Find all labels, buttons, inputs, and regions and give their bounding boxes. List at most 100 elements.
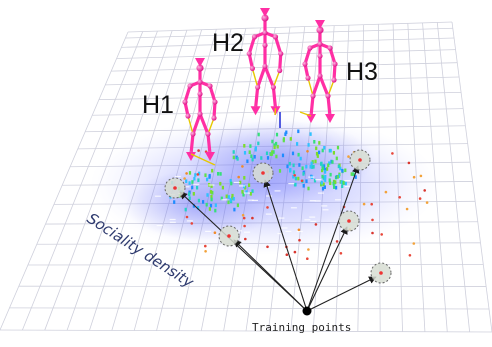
- sample-point: [391, 152, 394, 155]
- density-marker: [324, 167, 327, 172]
- pink-sphere-icon: [251, 34, 258, 40]
- density-marker: [315, 146, 318, 151]
- density-marker: [233, 207, 236, 212]
- density-highlight: [169, 218, 176, 221]
- density-highlight: [244, 192, 250, 194]
- density-marker: [312, 165, 315, 169]
- label-h2: H2: [212, 29, 244, 57]
- sample-point: [362, 202, 366, 206]
- skeleton-bone: [206, 132, 212, 156]
- skeleton-link: [190, 153, 216, 166]
- figure-h1: [182, 58, 218, 161]
- sample-point: [185, 172, 188, 175]
- density-marker: [269, 152, 272, 156]
- grid-line: [98, 91, 462, 101]
- sample-point: [204, 244, 207, 248]
- sample-point: [213, 231, 217, 234]
- density-marker: [214, 208, 217, 213]
- label-h1: H1: [142, 91, 174, 119]
- density-marker: [321, 186, 325, 191]
- skeleton-link: [307, 77, 314, 97]
- density-highlight: [193, 183, 200, 185]
- skeleton-link: [187, 115, 194, 135]
- density-highlight: [239, 185, 245, 187]
- density-marker: [340, 180, 343, 184]
- density-marker: [344, 181, 347, 186]
- skeleton-link: [251, 68, 259, 88]
- density-marker: [292, 163, 295, 168]
- sample-point: [335, 240, 339, 243]
- density-highlight: [322, 209, 329, 211]
- density-highlight: [278, 217, 285, 219]
- pink-sphere-icon: [317, 41, 323, 47]
- sample-point: [398, 196, 402, 199]
- density-highlight: [186, 220, 193, 222]
- density-marker: [324, 175, 327, 179]
- density-highlight: [235, 230, 242, 232]
- density-highlight: [310, 220, 317, 222]
- density-marker: [196, 185, 199, 190]
- sample-point: [405, 207, 409, 211]
- skeleton-bone: [332, 62, 337, 82]
- density-marker: [229, 179, 232, 183]
- density-marker: [275, 154, 278, 159]
- pink-cone-icon: [260, 8, 270, 17]
- density-marker: [313, 178, 317, 183]
- sample-point: [419, 174, 423, 178]
- sample-point: [418, 197, 422, 200]
- density-marker: [265, 151, 269, 156]
- density-highlight: [156, 225, 163, 227]
- density-highlight: [252, 199, 258, 201]
- density-marker: [324, 178, 327, 182]
- density-marker: [309, 165, 312, 169]
- pink-cone-icon: [315, 20, 325, 29]
- density-marker: [333, 185, 336, 189]
- pink-cone-icon: [306, 114, 316, 123]
- density-marker: [257, 141, 260, 146]
- density-marker: [206, 193, 209, 197]
- sample-point: [190, 222, 194, 225]
- density-marker: [329, 181, 332, 185]
- skeleton-bone: [311, 74, 322, 98]
- pink-sphere-icon: [185, 113, 191, 119]
- density-marker: [321, 164, 324, 168]
- training-arrows: [179, 165, 377, 312]
- density-marker: [352, 172, 355, 176]
- density-marker: [273, 145, 276, 150]
- pink-sphere-icon: [197, 91, 203, 97]
- skeleton-bone: [253, 85, 260, 110]
- density-marker: [326, 167, 329, 171]
- density-marker: [298, 163, 301, 167]
- density-marker: [320, 182, 323, 187]
- density-highlight: [344, 185, 351, 187]
- pink-sphere-icon: [327, 45, 333, 51]
- density-marker: [307, 186, 310, 191]
- density-marker: [193, 176, 196, 181]
- density-marker: [188, 190, 191, 195]
- density-marker: [334, 180, 337, 184]
- skeleton-bone: [212, 100, 217, 120]
- dashed-circle-icon: [164, 177, 186, 199]
- density-marker: [288, 161, 291, 166]
- density-highlight: [321, 205, 328, 207]
- grid-line: [111, 62, 458, 72]
- sample-point: [347, 155, 350, 158]
- sample-point: [204, 250, 207, 253]
- density-marker: [198, 171, 201, 176]
- density-marker: [341, 168, 344, 173]
- pink-sphere-icon: [307, 45, 313, 51]
- density-marker: [336, 175, 339, 179]
- pink-sphere-icon: [302, 61, 308, 67]
- skeleton-bone: [263, 64, 275, 89]
- density-marker: [282, 137, 285, 141]
- pink-sphere-icon: [262, 30, 268, 36]
- pink-sphere-icon: [182, 99, 188, 105]
- density-marker: [191, 185, 194, 190]
- pink-sphere-icon: [197, 111, 203, 117]
- density-highlight: [281, 227, 288, 229]
- density-marker: [328, 178, 331, 182]
- pink-sphere-icon: [277, 67, 283, 74]
- sample-point: [242, 216, 246, 220]
- skeleton-bone: [318, 74, 330, 98]
- density-marker: [217, 172, 220, 176]
